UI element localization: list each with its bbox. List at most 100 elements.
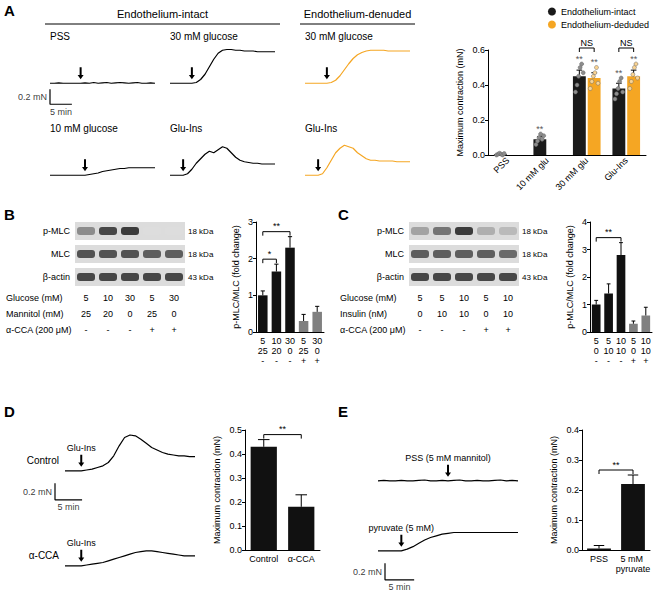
svg-text:30 mM glucose: 30 mM glucose: [170, 31, 238, 42]
svg-text:1: 1: [582, 300, 587, 310]
svg-text:30: 30: [285, 336, 295, 346]
svg-text:20: 20: [103, 309, 113, 319]
svg-text:0.2 mN: 0.2 mN: [18, 92, 47, 102]
svg-text:α-CCA (200 μM): α-CCA (200 μM): [340, 325, 405, 335]
svg-text:β-actin: β-actin: [377, 272, 404, 282]
svg-text:**: **: [591, 57, 599, 67]
svg-text:p-MLC/MLC (fold change): p-MLC/MLC (fold change): [231, 225, 241, 329]
svg-text:Endothelium-intact: Endothelium-intact: [117, 8, 208, 20]
svg-text:Glu-Ins: Glu-Ins: [602, 155, 630, 183]
svg-text:0.4: 0.4: [566, 425, 579, 435]
svg-text:Glucose (mM): Glucose (mM): [340, 293, 397, 303]
svg-text:30 mM glucose: 30 mM glucose: [305, 31, 373, 42]
svg-text:-: -: [107, 325, 110, 335]
svg-text:30: 30: [125, 293, 135, 303]
svg-text:Glu-Ins: Glu-Ins: [170, 123, 202, 134]
svg-text:0: 0: [315, 346, 320, 356]
svg-text:0.4: 0.4: [229, 449, 242, 459]
svg-text:0.0: 0.0: [566, 545, 579, 555]
svg-text:10: 10: [459, 309, 469, 319]
svg-text:20: 20: [271, 346, 281, 356]
svg-text:25: 25: [81, 309, 91, 319]
svg-text:*: *: [268, 249, 272, 259]
svg-text:**: **: [536, 124, 544, 134]
svg-text:5: 5: [260, 336, 265, 346]
svg-text:B: B: [4, 206, 15, 223]
svg-text:5: 5: [149, 293, 154, 303]
svg-text:A: A: [4, 2, 15, 19]
svg-text:MLC: MLC: [385, 249, 405, 259]
svg-text:10: 10: [503, 309, 513, 319]
svg-text:0.0: 0.0: [472, 150, 485, 160]
svg-text:-: -: [441, 325, 444, 335]
svg-text:**: **: [273, 221, 281, 231]
svg-text:+: +: [315, 356, 320, 366]
svg-text:Maximum contraction (mN): Maximum contraction (mN): [212, 436, 222, 544]
svg-text:10: 10: [503, 293, 513, 303]
svg-text:3: 3: [582, 245, 587, 255]
svg-text:18 kDa: 18 kDa: [188, 227, 214, 236]
svg-text:C: C: [338, 206, 349, 223]
svg-text:**: **: [576, 54, 584, 64]
svg-text:-: -: [595, 356, 598, 366]
svg-text:PSS (5 mM mannitol): PSS (5 mM mannitol): [405, 453, 491, 463]
svg-text:α-CCA: α-CCA: [29, 550, 60, 561]
svg-text:30: 30: [312, 336, 322, 346]
svg-text:10: 10: [604, 346, 614, 356]
svg-text:10: 10: [641, 346, 651, 356]
svg-text:+: +: [631, 356, 636, 366]
svg-text:4: 4: [582, 217, 587, 227]
svg-text:5: 5: [417, 293, 422, 303]
svg-text:0.2 mN: 0.2 mN: [23, 487, 52, 497]
svg-text:Control: Control: [249, 554, 278, 564]
svg-text:PSS: PSS: [590, 554, 608, 564]
svg-text:p-MLC: p-MLC: [43, 226, 71, 236]
svg-text:D: D: [4, 403, 15, 420]
svg-text:30 mM glu: 30 mM glu: [554, 155, 591, 192]
svg-text:Glu-Ins: Glu-Ins: [67, 443, 97, 453]
svg-text:Endothelium-denuded: Endothelium-denuded: [304, 8, 412, 20]
svg-text:2: 2: [248, 254, 253, 264]
svg-text:Insulin (nM): Insulin (nM): [340, 309, 387, 319]
svg-text:5: 5: [606, 336, 611, 346]
svg-text:0.2 mN: 0.2 mN: [353, 567, 382, 577]
svg-text:0.2: 0.2: [229, 497, 242, 507]
svg-text:0: 0: [287, 346, 292, 356]
svg-text:0: 0: [594, 346, 599, 356]
svg-text:18 kDa: 18 kDa: [522, 227, 548, 236]
svg-text:0: 0: [417, 309, 422, 319]
svg-text:Maximum contraction (mN): Maximum contraction (mN): [455, 48, 465, 156]
svg-text:0.0: 0.0: [229, 545, 242, 555]
svg-text:PSS: PSS: [50, 31, 70, 42]
svg-text:Glu-Ins: Glu-Ins: [305, 123, 337, 134]
svg-text:5 min: 5 min: [389, 582, 411, 592]
svg-text:5: 5: [301, 336, 306, 346]
svg-text:0: 0: [582, 327, 587, 337]
svg-text:0: 0: [483, 309, 488, 319]
svg-text:Glucose (mM): Glucose (mM): [6, 293, 63, 303]
svg-text:-: -: [463, 325, 466, 335]
svg-text:10: 10: [103, 293, 113, 303]
svg-text:25: 25: [147, 309, 157, 319]
svg-text:MLC: MLC: [51, 249, 71, 259]
svg-text:pyruvate: pyruvate: [616, 564, 651, 574]
svg-text:0: 0: [631, 346, 636, 356]
svg-text:-: -: [261, 356, 264, 366]
svg-text:43 kDa: 43 kDa: [188, 273, 214, 282]
svg-text:0: 0: [248, 327, 253, 337]
svg-text:-: -: [419, 325, 422, 335]
svg-text:-: -: [607, 356, 610, 366]
svg-text:5: 5: [631, 336, 636, 346]
svg-text:Control: Control: [27, 455, 59, 466]
svg-text:p-MLC/MLC (fold change): p-MLC/MLC (fold change): [565, 225, 575, 329]
svg-text:+: +: [643, 356, 648, 366]
svg-text:Mannitol (mM): Mannitol (mM): [6, 309, 64, 319]
svg-text:+: +: [483, 325, 488, 335]
svg-text:10 mM glucose: 10 mM glucose: [50, 123, 118, 134]
svg-text:18 kDa: 18 kDa: [188, 250, 214, 259]
svg-text:Maximum contraction (mN): Maximum contraction (mN): [549, 436, 559, 544]
svg-text:p-MLC: p-MLC: [377, 226, 405, 236]
svg-text:10: 10: [459, 293, 469, 303]
svg-text:0.1: 0.1: [229, 521, 242, 531]
svg-text:0.5: 0.5: [229, 425, 242, 435]
